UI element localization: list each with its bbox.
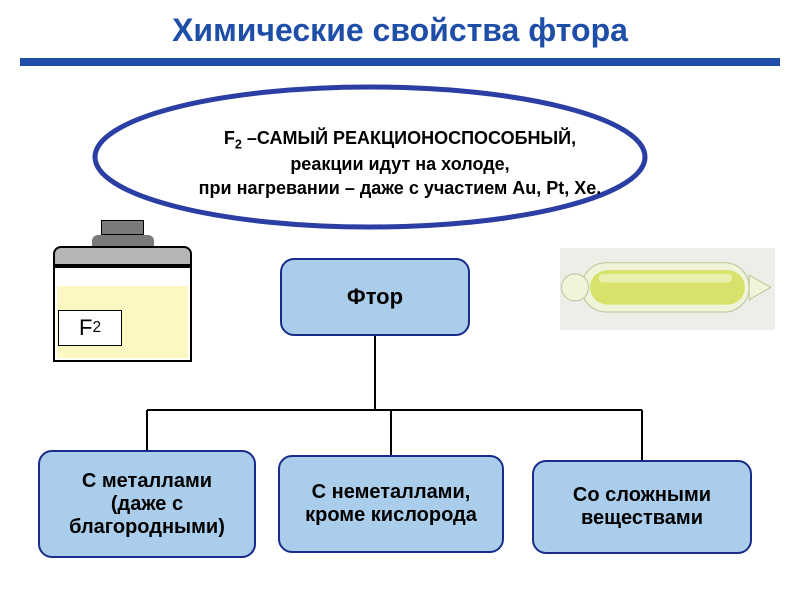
bottle-label: F2 [58,310,122,346]
bottle-neck [92,235,154,247]
title-underline [20,58,780,66]
diagram-root-node: Фтор [280,258,470,336]
bottle-cap [101,220,144,235]
diagram-child-node: С неметаллами, кроме кислорода [278,455,504,553]
slide: Химические свойства фтора F2 –САМЫЙ РЕАК… [0,0,800,600]
bottle-shoulder [53,246,193,266]
description-line-3: при нагревании – даже с участием Au, Pt,… [0,178,800,199]
description-line-2: реакции идут на холоде, [0,154,800,175]
description-line-1: F2 –САМЫЙ РЕАКЦИОНОСПОСОБНЫЙ, [0,128,800,152]
diagram-child-node: С металлами (даже с благородными) [38,450,256,558]
diagram-child-node: Со сложными веществами [532,460,752,554]
ampoule-icon [560,248,775,330]
page-title: Химические свойства фтора [0,12,800,49]
